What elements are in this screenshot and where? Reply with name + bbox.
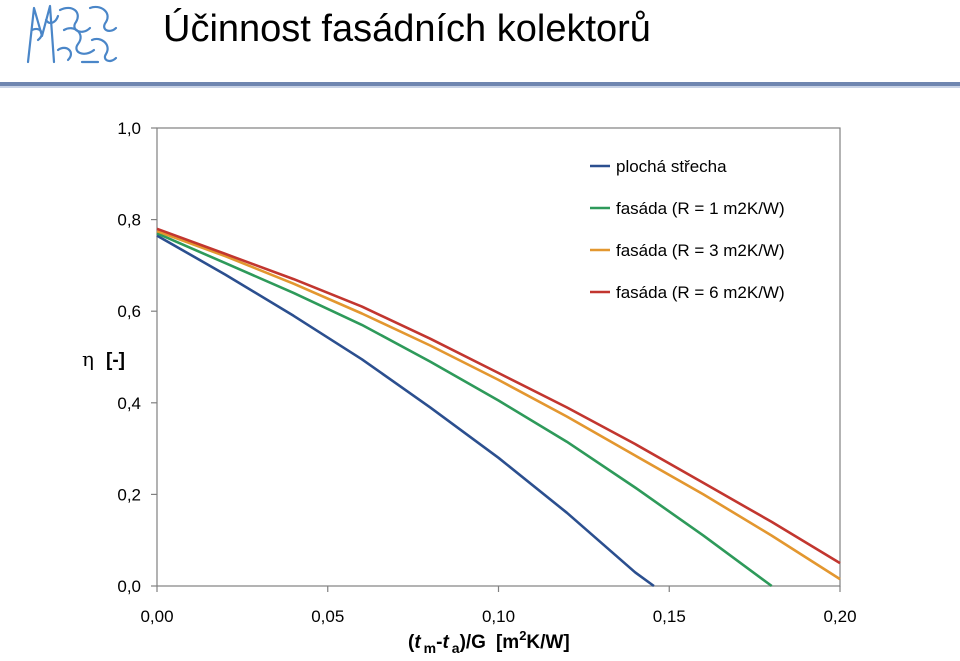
x-label-units-a: [m	[496, 632, 519, 653]
x-tick-label: 0,20	[823, 607, 856, 626]
series-line-4	[156, 227, 841, 565]
x-label-close: )/G	[460, 632, 486, 653]
x-tick-label: 0,15	[653, 607, 686, 626]
legend-label-4: fasáda (R = 6 m2K/W)	[616, 283, 785, 302]
x-tick-label: 0,00	[140, 607, 173, 626]
y-tick-label: 0,2	[117, 485, 141, 504]
series-line-3	[156, 229, 841, 581]
x-label-t2: t	[442, 632, 449, 653]
x-label-t1: t	[414, 632, 421, 653]
y-tick-label: 0,0	[117, 577, 141, 596]
series-line-2	[156, 232, 773, 588]
plot-frame	[156, 127, 841, 587]
legend-label-2: fasáda (R = 1 m2K/W)	[616, 199, 785, 218]
header-divider-light	[0, 86, 960, 88]
y-tick-label: 0,6	[117, 302, 141, 321]
x-label-open: (	[408, 632, 415, 653]
x-label-sub2: a	[452, 640, 460, 656]
header-divider	[0, 82, 960, 86]
x-label-dash: -	[436, 632, 442, 653]
y-tick-label: 0,4	[117, 394, 141, 413]
y-axis-unit: [-]	[106, 350, 125, 371]
x-tick-label: 0,10	[482, 607, 515, 626]
series-line-1	[156, 234, 655, 588]
page-title: Účinnost fasádních kolektorů	[163, 8, 651, 50]
x-label-sub1: m	[424, 640, 436, 656]
x-axis-label: (t m-t a)/G [m2K/W]	[408, 628, 570, 656]
legend-label-1: plochá střecha	[616, 157, 727, 176]
y-axis-symbol: η	[82, 347, 94, 371]
chart-legend: plochá střecha fasáda (R = 1 m2K/W) fasáda…	[590, 157, 785, 302]
y-tick-label: 0,8	[117, 211, 141, 230]
legend-label-3: fasáda (R = 3 m2K/W)	[616, 241, 785, 260]
x-tick-label: 0,05	[311, 607, 344, 626]
x-label-sup: 2	[519, 628, 526, 643]
chart-axes: 0,0 0,2 0,4 0,6 0,8 1,0 0,00 0,05 0,10 0,15 0,20	[117, 119, 856, 626]
chart-series	[156, 227, 841, 588]
y-tick-label: 1,0	[117, 119, 141, 138]
x-label-units-b: K/W]	[526, 632, 569, 653]
university-logo-icon	[26, 4, 118, 64]
